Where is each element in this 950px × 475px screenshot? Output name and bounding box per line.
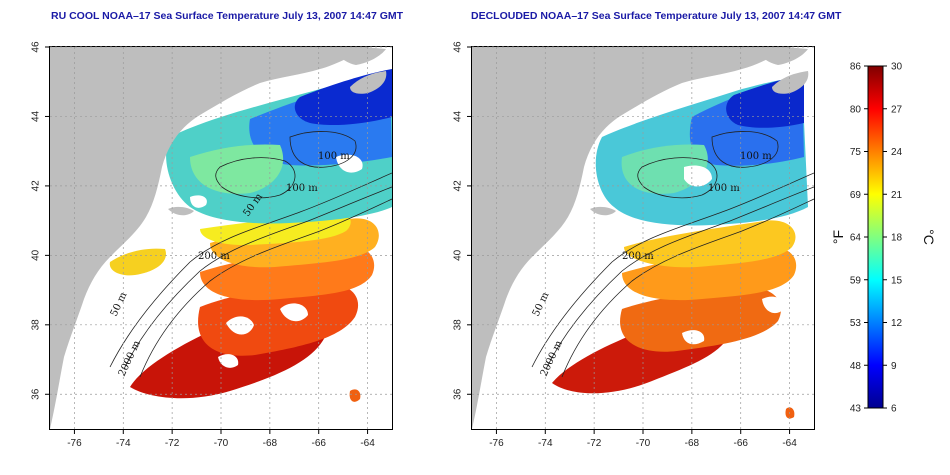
y-tick-label: 44 <box>31 110 42 122</box>
colorbar-label-celsius: 24 <box>891 147 903 158</box>
colorbar-label-fahrenheit: 69 <box>850 190 862 201</box>
colorbar-label-fahrenheit: 75 <box>850 147 862 158</box>
y-tick-label: 40 <box>453 249 464 261</box>
x-tick-label: -70 <box>636 438 651 449</box>
sst-map-declouded: 100 m 100 m 200 m 50 m 2000 m <box>471 46 815 430</box>
sst-map-cloudy: 100 m 100 m 50 m 200 m 50 m 2000 m <box>49 46 393 430</box>
colorbar-label-celsius: 9 <box>891 361 897 372</box>
x-tick-label: -66 <box>311 438 326 449</box>
colorbar-label-celsius: 6 <box>891 404 897 415</box>
isobath-label: 100 m <box>740 151 772 162</box>
colorbar-label-celsius: 27 <box>891 104 903 115</box>
x-tick-label: -70 <box>214 438 229 449</box>
colorbar-label-celsius: 30 <box>891 62 903 73</box>
colorbar-unit-fahrenheit: °F <box>830 230 846 244</box>
isobath-label: 50 m <box>531 290 552 318</box>
y-tick-label: 40 <box>31 249 42 261</box>
colorbar-label-fahrenheit: 43 <box>850 404 862 415</box>
colorbar-label-celsius: 18 <box>891 233 903 244</box>
x-tick-label: -72 <box>587 438 602 449</box>
right-map-title: DECLOUDED NOAA–17 Sea Surface Temperatur… <box>471 10 842 22</box>
isobath-label: 100 m <box>318 151 350 162</box>
colorbar-label-celsius: 15 <box>891 275 903 286</box>
x-tick-label: -76 <box>67 438 82 449</box>
x-tick-label: -64 <box>360 438 375 449</box>
x-tick-label: -72 <box>165 438 180 449</box>
y-tick-label: 36 <box>453 388 464 400</box>
y-tick-label: 38 <box>31 319 42 331</box>
isobath-label: 200 m <box>622 251 654 262</box>
sst-map-cloudy-graphic: 100 m 100 m 50 m 200 m 50 m 2000 m <box>50 47 392 429</box>
y-tick-label: 44 <box>453 110 464 122</box>
colorbar-label-celsius: 12 <box>891 318 903 329</box>
y-tick-label: 46 <box>31 41 42 53</box>
x-tick-label: -76 <box>489 438 504 449</box>
colorbar-label-fahrenheit: 64 <box>850 233 862 244</box>
y-tick-label: 42 <box>31 180 42 192</box>
sst-map-declouded-graphic: 100 m 100 m 200 m 50 m 2000 m <box>472 47 814 429</box>
colorbar-label-fahrenheit: 53 <box>850 318 862 329</box>
isobath-label: 50 m <box>109 290 130 318</box>
isobath-label: 100 m <box>708 183 740 194</box>
colorbar-label-fahrenheit: 48 <box>850 361 862 372</box>
colorbar-label-fahrenheit: 80 <box>850 104 862 115</box>
x-tick-label: -66 <box>733 438 748 449</box>
landmass <box>50 47 387 429</box>
x-tick-label: -68 <box>263 438 278 449</box>
bathymetry-contours <box>109 131 392 378</box>
x-tick-label: -64 <box>782 438 797 449</box>
colorbar-unit-celsius: °C <box>921 229 937 245</box>
landmass <box>472 47 809 429</box>
y-tick-label: 36 <box>31 388 42 400</box>
left-map-title: RU COOL NOAA–17 Sea Surface Temperature … <box>51 10 404 22</box>
colorbar-label-celsius: 21 <box>891 190 903 201</box>
isobath-label: 2000 m <box>117 339 143 379</box>
x-tick-label: -74 <box>116 438 131 449</box>
temperature-colorbar: 86 30 80 27 75 24 69 21 64 18 59 15 53 12 48 9 43 6 °F °C <box>830 62 937 415</box>
colorbar-bar <box>867 65 884 409</box>
y-tick-label: 42 <box>453 180 464 192</box>
bathymetry-contours <box>531 131 814 378</box>
colorbar-label-fahrenheit: 86 <box>850 62 862 73</box>
x-tick-label: -74 <box>538 438 553 449</box>
y-tick-label: 38 <box>453 319 464 331</box>
isobath-label: 2000 m <box>539 339 565 379</box>
y-tick-label: 46 <box>453 41 464 53</box>
colorbar-label-fahrenheit: 59 <box>850 275 862 286</box>
x-tick-label: -68 <box>685 438 700 449</box>
isobath-label: 200 m <box>198 251 230 262</box>
isobath-label: 100 m <box>286 183 318 194</box>
